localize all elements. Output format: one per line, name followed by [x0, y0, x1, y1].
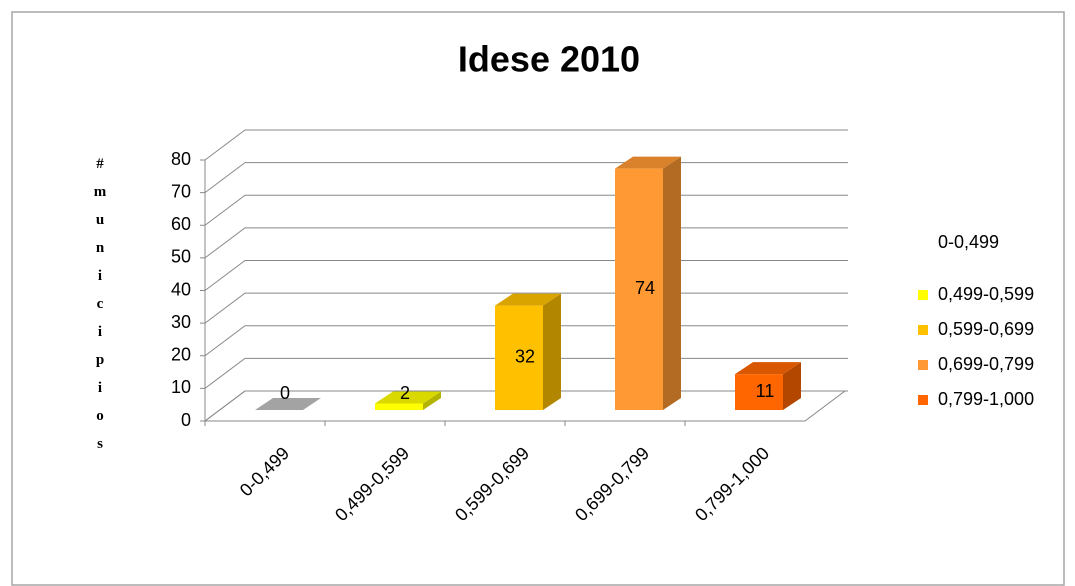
y-tick-label: 10: [171, 377, 191, 397]
y-tick-label: 60: [171, 214, 191, 234]
bar: [255, 398, 321, 410]
legend-swatch: [918, 325, 928, 335]
y-tick-label: 40: [171, 279, 191, 299]
bar: [735, 362, 801, 410]
legend-swatch: [918, 290, 928, 300]
bar-front: [735, 374, 783, 410]
bar-top: [735, 362, 801, 375]
grid-line: [204, 129, 848, 161]
bar: [495, 293, 561, 410]
data-label: 2: [400, 383, 410, 403]
bar-top: [495, 293, 561, 306]
legend-label: 0,699-0,799: [938, 354, 1034, 374]
bar-side: [423, 391, 441, 410]
bar-front: [495, 305, 543, 410]
legend-label: 0-0,499: [938, 232, 999, 252]
bar-side: [663, 156, 681, 410]
data-label: 32: [515, 347, 535, 367]
legend-swatch: [918, 360, 928, 370]
y-tick-label: 0: [181, 410, 191, 430]
chart-title: Idese 2010: [458, 39, 640, 80]
y-tick-label: 30: [171, 312, 191, 332]
bar-top: [255, 398, 321, 410]
bar-side: [783, 362, 801, 410]
y-tick-label: 50: [171, 247, 191, 267]
legend-label: 0,799-1,000: [938, 389, 1034, 409]
y-tick-label: 20: [171, 345, 191, 365]
bar-side: [543, 293, 561, 410]
bar-top: [615, 156, 681, 169]
bar: [615, 156, 681, 410]
data-label: 74: [635, 278, 655, 298]
bar: [375, 391, 441, 410]
y-tick-label: 80: [171, 149, 191, 169]
legend-label: 0,499-0,599: [938, 284, 1034, 304]
legend-swatch: [918, 395, 928, 405]
data-label: 0: [280, 383, 290, 403]
data-label: 11: [756, 381, 775, 401]
legend-label: 0,599-0,699: [938, 319, 1034, 339]
y-tick-label: 70: [171, 181, 191, 201]
bar-front: [375, 403, 423, 410]
y-axis-label: # m u n i c i p i o s: [94, 156, 107, 452]
bar-top: [375, 391, 441, 404]
bar-front: [615, 168, 663, 410]
